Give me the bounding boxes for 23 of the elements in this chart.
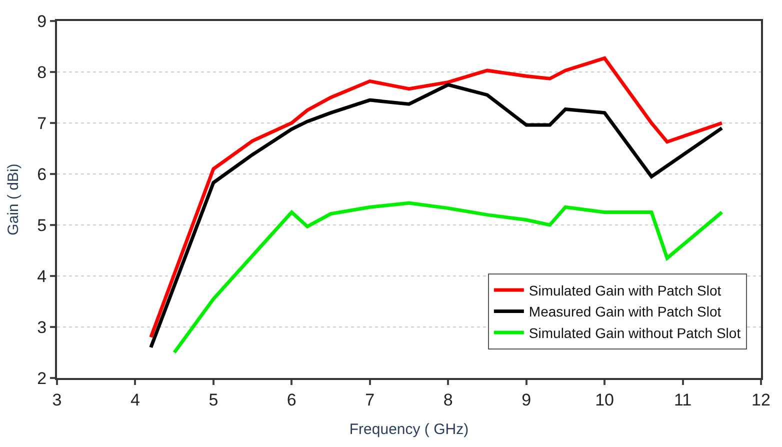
y-tick-label: 7 (37, 114, 47, 133)
legend-label: Simulated Gain without Patch Slot (528, 324, 741, 341)
y-tick-label: 2 (37, 368, 47, 388)
x-tick-label: 8 (443, 390, 453, 410)
x-tick-label: 6 (286, 390, 296, 410)
y-tick-label: 3 (37, 318, 47, 337)
x-tick-label: 5 (208, 390, 218, 410)
x-tick-label: 9 (522, 390, 532, 410)
x-tick-label: 11 (674, 390, 692, 410)
y-tick-label: 5 (37, 216, 47, 235)
legend-label: Simulated Gain with Patch Slot (528, 282, 722, 298)
x-tick-label: 4 (130, 390, 140, 410)
y-tick-label: 4 (37, 266, 47, 286)
x-axis-title: Frequency ( GHz) (349, 420, 469, 438)
legend-label: Measured Gain with Patch Slot (528, 304, 722, 320)
y-tick-label: 8 (37, 62, 47, 82)
x-tick-label: 10 (595, 390, 614, 410)
y-tick-label: 9 (37, 12, 47, 31)
x-tick-label: 7 (365, 390, 375, 410)
y-tick-label: 6 (37, 164, 47, 184)
x-tick-label: 3 (52, 390, 62, 410)
x-tick-label: 12 (752, 390, 770, 410)
y-axis-title: Gain ( dBi) (4, 164, 22, 236)
